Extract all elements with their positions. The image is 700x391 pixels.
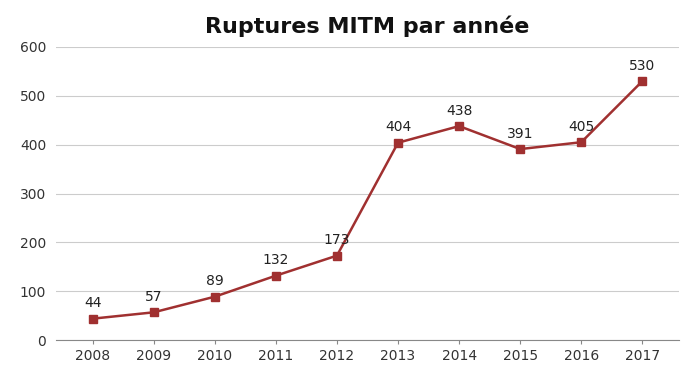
Text: 132: 132	[262, 253, 289, 267]
Text: 44: 44	[84, 296, 102, 310]
Text: 438: 438	[446, 104, 473, 118]
Text: 89: 89	[206, 274, 224, 288]
Text: 405: 405	[568, 120, 594, 134]
Text: 173: 173	[324, 233, 350, 247]
Text: 57: 57	[145, 290, 162, 304]
Title: Ruptures MITM par année: Ruptures MITM par année	[205, 16, 530, 37]
Text: 530: 530	[629, 59, 655, 73]
Text: 404: 404	[385, 120, 411, 135]
Text: 391: 391	[507, 127, 533, 141]
